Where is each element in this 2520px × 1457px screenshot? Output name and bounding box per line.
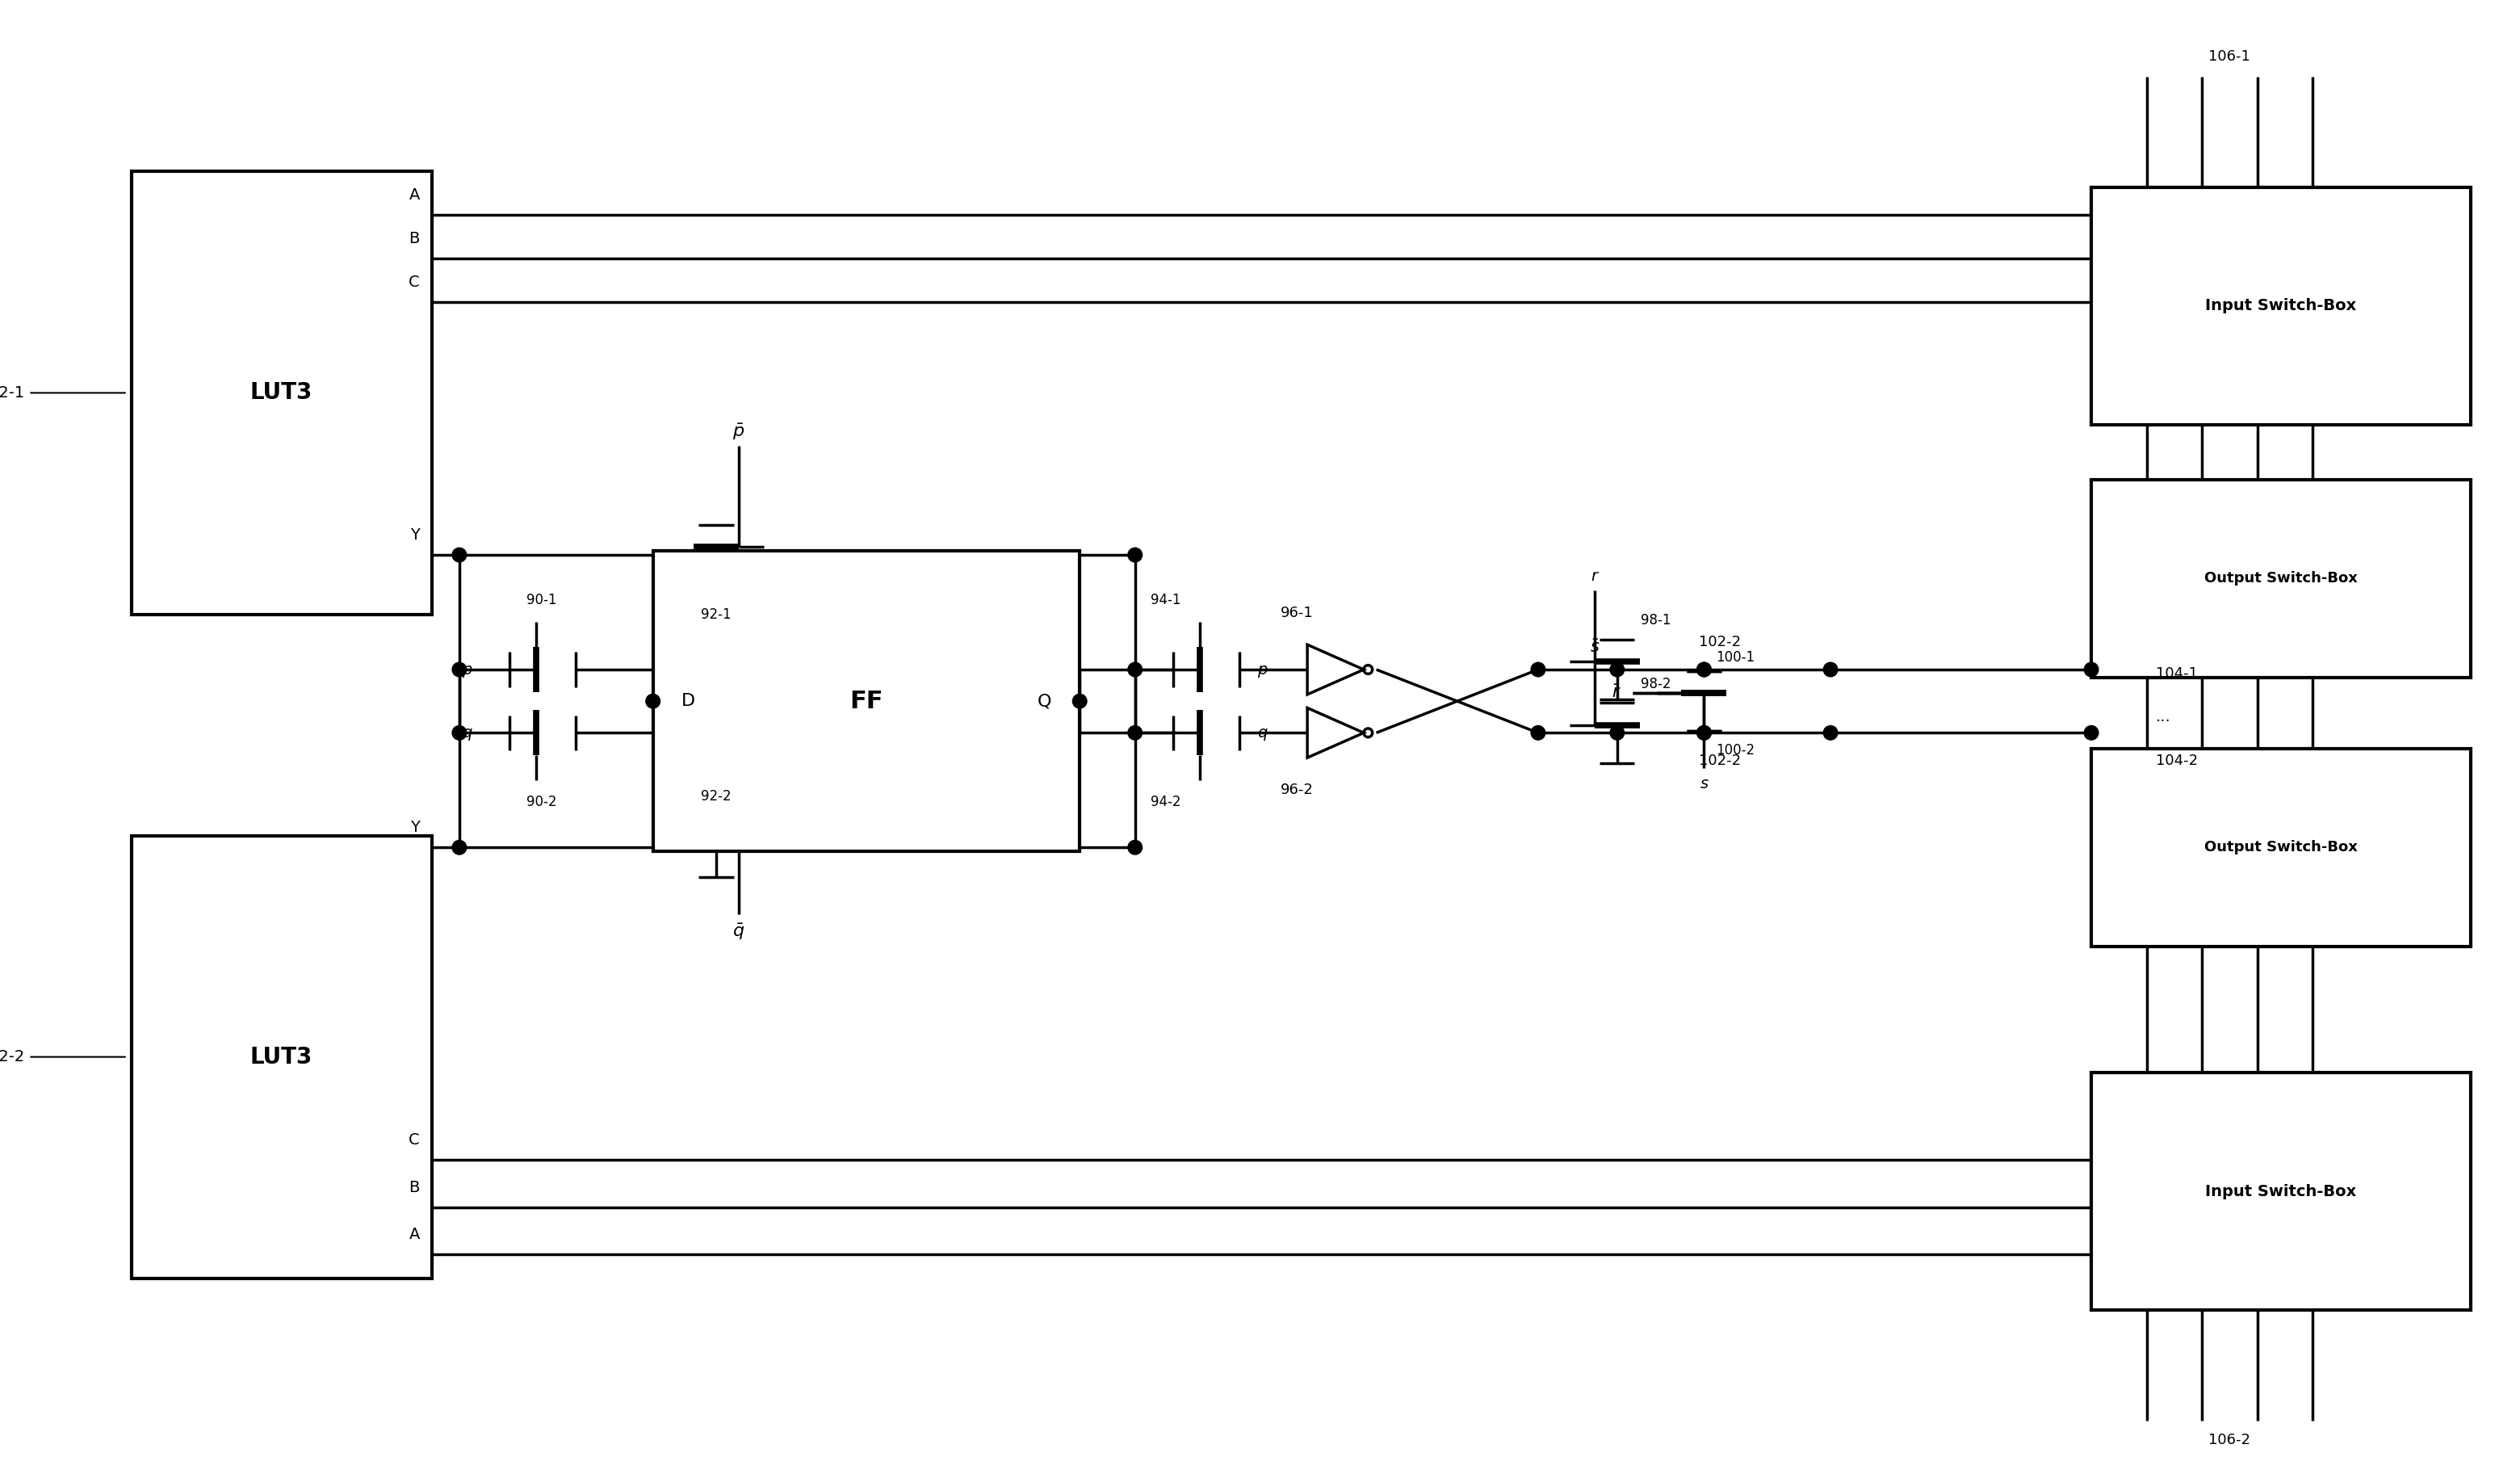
Circle shape (1696, 726, 1711, 740)
Text: D: D (680, 694, 696, 710)
Text: 94-2: 94-2 (1152, 796, 1182, 810)
Circle shape (1610, 726, 1625, 740)
Circle shape (1824, 726, 1837, 740)
Text: Input Switch-Box: Input Switch-Box (2205, 1183, 2356, 1199)
Bar (2092, 188, 2470, 424)
Text: 102-2: 102-2 (1698, 753, 1741, 768)
Text: 96-1: 96-1 (1280, 605, 1313, 619)
Text: B: B (408, 1180, 421, 1195)
Text: 104-2: 104-2 (2157, 753, 2197, 768)
Text: s: s (1701, 777, 1709, 791)
Circle shape (451, 841, 466, 855)
Text: LUT3: LUT3 (249, 1046, 312, 1068)
Text: 90-1: 90-1 (527, 593, 557, 608)
Circle shape (645, 694, 660, 708)
Text: 100-1: 100-1 (1716, 650, 1754, 664)
Text: LUT3: LUT3 (249, 382, 312, 404)
Circle shape (1129, 548, 1142, 562)
Text: 106-1: 106-1 (2208, 50, 2250, 64)
Circle shape (1129, 726, 1142, 740)
Bar (2092, 1072, 2470, 1310)
Text: q: q (461, 726, 471, 740)
Text: 92-1: 92-1 (701, 608, 731, 622)
Circle shape (1129, 663, 1142, 676)
Circle shape (1696, 726, 1711, 740)
Text: r: r (1590, 568, 1598, 584)
Circle shape (2084, 663, 2099, 676)
Circle shape (451, 548, 466, 562)
Circle shape (1532, 726, 1545, 740)
Bar (2092, 749, 2470, 946)
Text: p: p (1257, 661, 1268, 678)
Text: ...: ... (2157, 710, 2172, 724)
Circle shape (1610, 663, 1625, 676)
Text: 72-1: 72-1 (0, 385, 25, 401)
Text: 98-2: 98-2 (1641, 676, 1671, 691)
Text: Output Switch-Box: Output Switch-Box (2205, 841, 2359, 855)
Circle shape (451, 663, 466, 676)
Text: p: p (461, 661, 471, 678)
Circle shape (451, 726, 466, 740)
Circle shape (1824, 663, 1837, 676)
Text: C: C (408, 1132, 421, 1148)
Text: 72-2: 72-2 (0, 1049, 25, 1065)
Text: B: B (408, 232, 421, 246)
Circle shape (1074, 694, 1086, 708)
Text: 98-1: 98-1 (1641, 613, 1671, 628)
Text: Input Switch-Box: Input Switch-Box (2205, 299, 2356, 313)
Text: $\bar{r}$: $\bar{r}$ (1613, 685, 1620, 701)
Text: 90-2: 90-2 (527, 796, 557, 810)
Text: 96-2: 96-2 (1280, 782, 1313, 797)
Text: $\bar{s}$: $\bar{s}$ (1590, 640, 1600, 656)
Text: A: A (408, 1227, 421, 1243)
Text: Q: Q (1038, 694, 1051, 710)
Text: 100-2: 100-2 (1716, 743, 1754, 758)
Circle shape (1532, 663, 1545, 676)
Text: 102-2: 102-2 (1698, 635, 1741, 650)
Text: $\bar{p}$: $\bar{p}$ (733, 421, 746, 441)
Text: 106-2: 106-2 (2208, 1434, 2250, 1448)
Text: 92-2: 92-2 (701, 788, 731, 803)
Circle shape (1696, 663, 1711, 676)
Bar (653, 551, 1079, 851)
Bar (2092, 479, 2470, 678)
Bar (131, 172, 431, 615)
Circle shape (1129, 841, 1142, 855)
Circle shape (1696, 663, 1711, 676)
Text: 94-1: 94-1 (1152, 593, 1182, 608)
Text: 104-1: 104-1 (2157, 666, 2197, 680)
Text: q: q (1257, 726, 1268, 740)
Text: Y: Y (411, 527, 421, 543)
Text: Y: Y (411, 820, 421, 835)
Circle shape (2084, 726, 2099, 740)
Text: FF: FF (849, 689, 882, 712)
Text: A: A (408, 188, 421, 203)
Text: Output Switch-Box: Output Switch-Box (2205, 571, 2359, 586)
Text: $\bar{q}$: $\bar{q}$ (733, 922, 746, 941)
Text: C: C (408, 274, 421, 290)
Bar (131, 835, 431, 1278)
